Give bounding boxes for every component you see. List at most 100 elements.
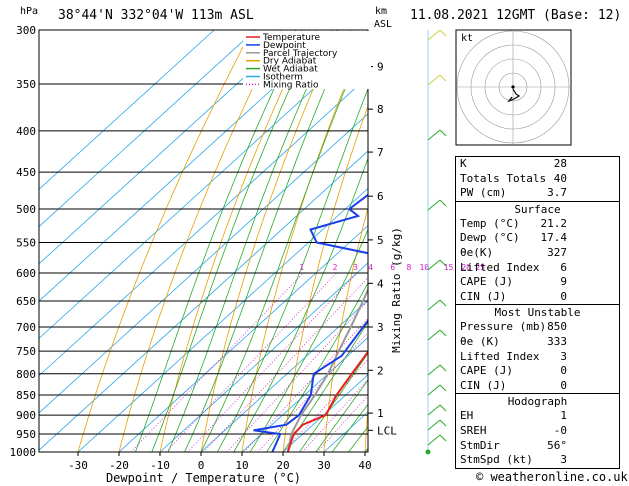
wind-barb [427,129,441,141]
km-asl-label: ASL [374,19,392,30]
wind-barb [427,404,441,416]
wet-adiabat-line [282,321,368,452]
index-row-pw: PW (cm) 3.7 [460,186,567,200]
surface-title: Surface [514,202,561,216]
legend-label: Temperature [262,33,320,43]
isotherm-line [282,374,368,452]
mixing-ratio-label: 15 [444,263,454,272]
km-tick-label: 4 [377,277,384,290]
mu-row: CAPE (J) 0 [460,364,567,378]
mixing-ratio-line [226,300,368,452]
wet-adiabat-line [331,403,368,452]
credit-text: © weatheronline.co.uk [476,470,628,484]
isotherm-line [159,262,368,452]
surface-row: θe(K) 327 [460,245,567,259]
km-tick-label: 8 [377,103,384,116]
legend-label: Wet Adiabat [263,65,318,75]
wind-barb-flag [439,419,447,427]
isotherm-line [39,30,256,228]
mixing-ratio-label: 10 [419,263,429,272]
wind-barb [427,384,441,396]
hodo-row: SREH -0 [460,423,567,437]
mixing-ratio-label: 6 [390,263,395,272]
pressure-tick-label: 300 [16,24,36,37]
mixing-ratio-label: 4 [368,263,373,272]
isotherm-line [39,30,297,265]
km-tick-label: 9 [377,61,384,74]
mixing-ratio-label: 1 [299,263,304,272]
wind-barb [427,299,441,311]
wind-barb [427,259,441,271]
most-unstable-section: Most Unstable Pressure (mb) 850 θe (K) 333… [456,304,619,393]
km-unit-label: km [375,6,387,17]
x-tick-label: 10 [235,459,248,472]
wind-barb-flag [439,259,447,267]
wind-barb [427,199,441,211]
mu-row: Pressure (mb) 850 [460,320,567,334]
pressure-tick-label: 800 [16,368,36,381]
x-tick-label: 0 [198,459,205,472]
mixing-ratio-label: 25 [475,263,485,272]
wind-barb [427,329,441,341]
mixing-ratio-line [203,276,368,452]
x-tick-label: 30 [317,459,330,472]
mixing-ratio-label: 8 [407,263,412,272]
pressure-tick-label: 1000 [10,446,37,459]
wet-adiabat-line [266,282,368,452]
mu-row: θe (K) 333 [460,334,567,348]
mixing-ratio-axis-label: Mixing Ratio (g/kg) [390,227,403,353]
pressure-tick-label: 650 [16,295,36,308]
surface-section: Surface Temp (°C) 21.2 Dewp (°C) 17.4 θe(K… [456,200,619,305]
x-tick-label: -10 [150,459,170,472]
isotherm-line [39,30,338,302]
hodograph-unit-label: kt [461,33,473,44]
mixing-ratio-line [187,272,358,452]
km-tick-label: 7 [377,146,384,159]
km-tick-label: 3 [377,321,384,334]
surface-row: Lifted Index 6 [460,260,567,274]
mixing-ratio-line [283,358,368,452]
surface-wind-dot [425,449,431,455]
pressure-tick-label: 600 [16,267,36,280]
wind-barb-flag [439,404,447,412]
wind-barb-flag [439,299,447,307]
wet-adiabat-line [315,379,368,452]
x-tick-label: -30 [68,459,88,472]
wind-barb [427,419,441,431]
wind-barb-flag [439,364,447,372]
hodo-row: StmDir 56° [460,438,567,452]
dry-adiabat-line [118,30,282,452]
km-tick-label: 1 [377,407,384,420]
hodograph-params-section: Hodograph EH 1 SREH -0 StmDir 56° StmSpd (k… [456,393,619,467]
plot-frame [38,29,369,453]
pressure-tick-label: 350 [16,78,36,91]
km-tick-label: 5 [377,234,384,247]
km-tick-label: 2 [377,364,384,377]
legend-label: Dewpoint [263,41,306,51]
parcel-trajectory-line [286,287,368,452]
isotherm-line [200,299,368,452]
location-title: 38°44'N 332°04'W 113m ASL [58,8,254,23]
hodograph-params-title: Hodograph [507,395,568,409]
wind-barb [427,364,441,376]
legend-bg [243,31,371,89]
dewpoint-line [253,193,368,452]
pressure-tick-label: 900 [16,409,36,422]
mixing-ratio-label: 2 [333,263,338,272]
pressure-tick-label: 550 [16,236,36,249]
plot-area [39,30,368,452]
dry-adiabat-line [323,206,368,452]
isotherm-line [39,30,215,190]
most-unstable-title: Most Unstable [494,306,581,320]
indices-panel: K 28 Totals Totals 40 PW (cm) 3.7 Surface T… [455,156,620,469]
wind-barb-flag [439,129,447,137]
legend-label: Dry Adiabat [263,57,317,67]
pressure-tick-label: 450 [16,166,36,179]
x-axis-label: Dewpoint / Temperature (°C) [106,471,301,485]
isotherm-line [241,336,368,452]
hodograph-center-dot [511,85,515,89]
x-tick-label: -20 [109,459,129,472]
x-tick-label: 20 [276,459,289,472]
